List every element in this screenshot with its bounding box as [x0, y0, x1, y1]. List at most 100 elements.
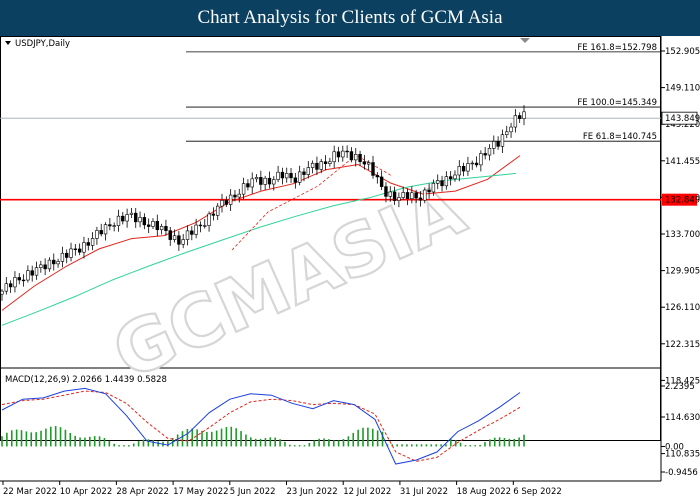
time-tick-label: 12 Jul 2022: [343, 487, 391, 497]
candle-body: [90, 238, 95, 246]
candle-body: [379, 176, 384, 187]
candle-body: [328, 161, 332, 164]
price-tick-label: 114.630: [665, 413, 700, 423]
fib-levels-layer: FE 161.8=152.798 FE 100.0=145.349 FE 61.8=…: [0, 43, 661, 201]
price-axis-labels: 152.905149.110145.220141.455137.610133.7…: [661, 47, 700, 478]
candle-body: [60, 252, 65, 262]
candle-body: [479, 153, 483, 166]
price-tick-label: 118.425: [665, 376, 700, 386]
price-tick-label: 110.835: [665, 450, 700, 460]
candle-body: [319, 161, 323, 170]
candle-body: [39, 264, 43, 268]
candle-body: [203, 225, 207, 227]
macd-tick-label: 2.2395: [665, 382, 695, 392]
candle-body: [237, 193, 241, 198]
candle-body: [26, 270, 30, 281]
candle-body: [474, 162, 479, 166]
candle-body: [73, 248, 78, 251]
price-tick-label: 152.905: [665, 47, 700, 57]
candle-body: [466, 163, 470, 172]
candle-body: [448, 176, 453, 180]
fib-level-label: FE 61.8=140.745: [583, 132, 657, 142]
candle-body: [125, 214, 129, 222]
candle-body: [276, 171, 280, 180]
price-tick-label: 133.700: [665, 230, 700, 240]
candle-body: [418, 197, 423, 201]
candle-body: [431, 183, 436, 193]
candle-body: [21, 279, 26, 282]
candle-body: [108, 224, 112, 227]
time-tick-label: 28 Apr 2022: [116, 487, 169, 497]
macd-layer: [1, 387, 525, 465]
candle-body: [103, 224, 108, 235]
time-axis-labels: 22 Mar 2022 10 Apr 2022 28 Apr 2022 17 May …: [2, 481, 562, 497]
candle-body: [151, 221, 155, 227]
fib-level-label: FE 161.8=152.798: [577, 43, 657, 53]
candle-body: [423, 189, 427, 201]
candle-body: [8, 283, 13, 288]
macd-label: MACD(12,26,9) 2.0266 1.4439 0.5828: [5, 375, 167, 385]
candle-body: [4, 283, 9, 292]
candle-body: [259, 177, 263, 185]
candle-body: [155, 221, 160, 231]
price-tick-label: 126.110: [665, 303, 700, 313]
candle-body: [517, 115, 522, 119]
chart-shift-marker: [520, 38, 530, 43]
candle-body: [95, 230, 99, 239]
candle-body: [358, 154, 362, 162]
price-tick-label: 141.455: [665, 157, 700, 167]
candle-body: [500, 134, 505, 147]
price-tags-layer: 143.849 132.849: [661, 111, 700, 206]
candle-body: [52, 259, 56, 265]
candle-body: [0, 290, 4, 295]
candle-body: [112, 225, 116, 227]
candle-body: [138, 217, 142, 223]
macd-tick-label: -0.9456: [665, 468, 698, 478]
symbol-menu-icon[interactable]: [5, 41, 11, 45]
candle-body: [401, 192, 405, 198]
candle-body: [302, 171, 306, 175]
candle-body: [129, 212, 134, 215]
candle-body: [414, 192, 418, 199]
moving-average-green: [1, 172, 517, 326]
candle-body: [392, 191, 397, 201]
candles-layer: [0, 105, 526, 301]
price-tick-label: 122.315: [665, 340, 700, 350]
current-price-tag-box: [661, 111, 698, 125]
candle-body: [224, 200, 229, 205]
time-tick-label: 22 Mar 2022: [3, 487, 57, 497]
candle-body: [65, 252, 69, 258]
macd-main-line: [1, 387, 521, 465]
candle-body: [47, 259, 52, 270]
candle-body: [457, 166, 461, 176]
candle-body: [207, 213, 211, 226]
candle-body: [289, 173, 293, 179]
candle-body: [349, 151, 354, 161]
candle-body: [285, 173, 289, 179]
candle-body: [17, 277, 21, 281]
time-tick-label: 6 Sep 2022: [513, 487, 561, 497]
candle-body: [371, 162, 375, 176]
candle-body: [444, 176, 449, 187]
candle-body: [263, 177, 267, 185]
candle-body: [34, 267, 39, 276]
candle-body: [315, 162, 319, 170]
candle-body: [522, 111, 526, 119]
trend-drawing: [231, 154, 393, 251]
candle-body: [246, 183, 250, 188]
candle-body: [116, 215, 121, 226]
candle-body: [56, 261, 60, 265]
candle-body: [13, 277, 17, 288]
time-tick-label: 23 Jun 2022: [287, 487, 338, 497]
candle-body: [354, 154, 358, 161]
candle-body: [177, 235, 181, 245]
candle-body: [341, 150, 345, 158]
candle-body: [194, 224, 198, 235]
candle-body: [336, 151, 341, 158]
time-tick-label: 31 Jul 2022: [400, 487, 448, 497]
candle-body: [77, 248, 82, 253]
candle-body: [198, 224, 203, 227]
support-price-tag: 132.849: [665, 196, 700, 206]
candle-body: [241, 183, 246, 195]
